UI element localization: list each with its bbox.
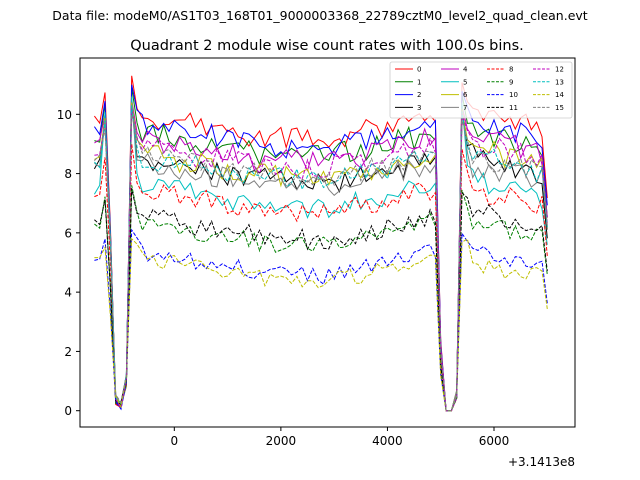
legend-label-14: 14 [555,91,564,99]
legend-label-2: 2 [417,91,421,99]
series-line-15 [94,114,548,412]
legend-label-13: 13 [555,78,564,86]
legend-label-9: 9 [509,78,513,86]
series-line-14 [94,237,548,412]
legend-label-1: 1 [417,78,421,86]
y-tick-label: 6 [64,226,72,240]
series-line-4 [94,99,548,412]
plot-area-frame [79,57,576,428]
series-line-8 [94,143,548,412]
axis-ticks: 0 2000 4000 6000 0 2 4 6 8 10 [57,108,510,448]
y-tick-label: 4 [64,286,72,300]
series-line-9 [94,185,548,412]
chart-title: Quadrant 2 module wise count rates with … [130,38,524,54]
legend-label-7: 7 [463,104,467,112]
y-tick-label: 8 [64,167,72,181]
y-tick-label: 0 [64,404,72,418]
x-tick-label: 0 [170,434,178,448]
x-axis-offset-label: +3.1413e8 [508,455,575,469]
y-tick-label: 2 [64,345,72,359]
legend-label-6: 6 [463,91,468,99]
series-line-1 [94,87,548,412]
figure-suptitle: Data file: modeM0/AS1T03_168T01_90000033… [52,8,587,23]
x-tick-label: 2000 [266,434,297,448]
legend-label-5: 5 [463,78,467,86]
legend-frame [389,61,573,119]
legend-label-10: 10 [509,91,518,99]
y-tick-label: 10 [57,108,72,122]
legend-label-11: 11 [509,104,518,112]
legend-label-12: 12 [555,66,564,74]
series-layer [93,75,548,412]
series-line-7 [94,105,548,412]
legend-label-3: 3 [417,104,421,112]
legend-label-8: 8 [509,66,513,74]
legend-label-0: 0 [417,66,421,74]
series-line-12 [94,108,548,412]
x-tick-label: 4000 [372,434,403,448]
series-line-11 [94,188,548,412]
series-line-5 [93,96,548,412]
legend-label-15: 15 [555,104,564,112]
legend-label-4: 4 [463,66,468,74]
series-line-10 [94,228,548,412]
x-tick-label: 6000 [479,434,510,448]
